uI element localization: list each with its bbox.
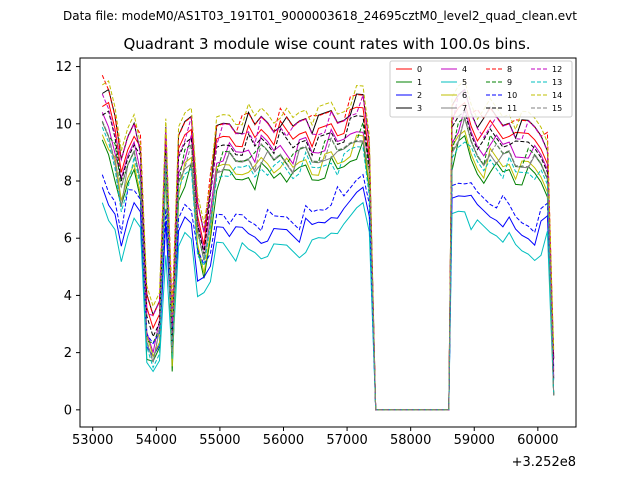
legend-label-8: 8 (507, 65, 512, 74)
x-tick-label: 58000 (390, 433, 431, 448)
legend-label-12: 12 (552, 65, 562, 74)
x-tick-label: 57000 (326, 433, 367, 448)
legend-label-5: 5 (462, 78, 467, 87)
series-line-10 (101, 173, 555, 411)
legend-label-9: 9 (507, 78, 512, 87)
y-axis: 0 2 4 6 8 10 12 (55, 60, 80, 418)
legend-label-15: 15 (552, 104, 562, 113)
x-tick-label: 53000 (72, 433, 113, 448)
chart-title: Quadrant 3 module wise count rates with … (123, 35, 530, 53)
legend-label-14: 14 (552, 91, 562, 100)
y-tick-label: 0 (64, 403, 72, 418)
legend-box (389, 60, 573, 118)
legend-label-13: 13 (552, 78, 562, 87)
y-tick-label: 8 (64, 175, 72, 190)
x-tick-label: 55000 (199, 433, 240, 448)
series-line-12 (101, 89, 555, 411)
y-tick-label: 4 (64, 289, 72, 304)
series-line-2 (101, 186, 555, 411)
series-line-14 (102, 80, 555, 411)
x-tick-label: 54000 (136, 433, 177, 448)
x-tick-label: 59000 (454, 433, 495, 448)
plot-lines (101, 75, 555, 411)
legend-label-1: 1 (417, 78, 422, 87)
legend-label-10: 10 (507, 91, 517, 100)
series-line-5 (101, 201, 555, 411)
x-offset-label: +3.252e8 (512, 455, 576, 470)
x-tick-label: 56000 (263, 433, 304, 448)
legend-label-6: 6 (462, 91, 467, 100)
y-tick-label: 2 (64, 346, 72, 361)
legend-label-7: 7 (462, 104, 467, 113)
legend-label-4: 4 (462, 65, 467, 74)
x-tick-label: 60000 (517, 433, 558, 448)
plot-frame (79, 57, 577, 428)
legend-label-11: 11 (507, 104, 517, 113)
legend-label-2: 2 (417, 91, 422, 100)
y-tick-label: 12 (55, 60, 72, 75)
suptitle: Data file: modeM0/AS1T03_191T01_90000036… (63, 9, 577, 23)
legend-label-0: 0 (417, 65, 422, 74)
legend-label-3: 3 (417, 104, 422, 113)
y-tick-label: 10 (55, 117, 72, 132)
x-axis: 53000 54000 55000 56000 57000 58000 59000 60000 (72, 427, 559, 448)
y-tick-label: 6 (64, 232, 72, 247)
series-line-11 (102, 110, 555, 411)
